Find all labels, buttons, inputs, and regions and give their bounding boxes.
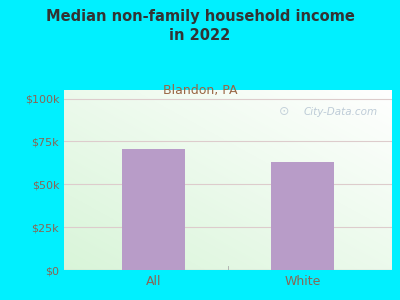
Text: ⊙: ⊙ (278, 105, 289, 118)
Bar (271, 162, 334, 270)
Bar (122, 149, 185, 270)
Text: Median non-family household income
in 2022: Median non-family household income in 20… (46, 9, 354, 43)
Text: Blandon, PA: Blandon, PA (163, 84, 237, 97)
Text: City-Data.com: City-Data.com (304, 106, 378, 117)
